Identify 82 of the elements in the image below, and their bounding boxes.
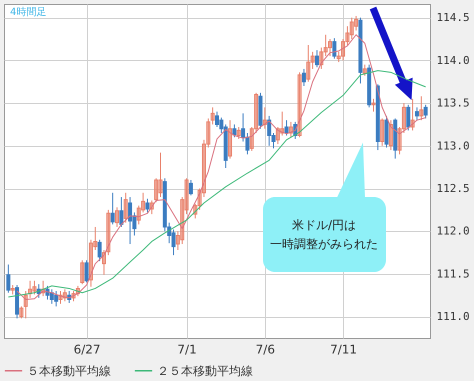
candlestick	[98, 239, 102, 262]
candlestick	[336, 51, 341, 63]
candlestick	[141, 192, 146, 213]
y-tick-label: 113.5	[436, 96, 470, 110]
annotation: 米ドル/円は	[292, 218, 356, 232]
candlestick	[228, 120, 232, 160]
candlestick	[306, 44, 310, 82]
candlestick	[128, 196, 132, 245]
candlestick	[10, 284, 15, 295]
y-tick-label: 112.0	[436, 224, 470, 238]
candlestick	[284, 120, 289, 136]
candlestick	[384, 115, 389, 148]
candlestick	[398, 126, 402, 155]
candlestick	[119, 196, 124, 228]
x-tick-label: 7/1	[177, 342, 197, 356]
candlestick	[19, 306, 24, 319]
y-tick-label: 111.5	[436, 267, 470, 280]
candlestick	[414, 106, 419, 121]
y-tick-label: 114.0	[436, 54, 470, 67]
candlestick	[236, 126, 241, 140]
candlestick	[350, 17, 354, 40]
candlestick	[341, 38, 346, 61]
candlestick	[188, 179, 193, 196]
candlestick	[50, 288, 54, 304]
candlestick	[354, 15, 358, 31]
candlestick	[362, 64, 367, 76]
candlestick	[84, 260, 89, 283]
candlestick	[210, 106, 215, 125]
candlestick	[202, 139, 206, 198]
candlestick	[298, 72, 302, 138]
candlestick	[241, 112, 246, 142]
legend-label: ５本移動平均線	[27, 364, 111, 378]
annotation: 一時調整がみられた	[270, 237, 378, 251]
x-tick-label: 7/11	[330, 342, 358, 356]
candlestick	[158, 152, 162, 198]
candlestick	[332, 38, 336, 60]
candlestick	[314, 50, 319, 68]
candlestick	[245, 132, 250, 155]
candlestick	[388, 120, 393, 151]
candlestick	[206, 118, 210, 148]
candlestick	[154, 178, 158, 203]
candlestick	[93, 226, 98, 251]
candlestick	[424, 104, 428, 119]
candlestick	[371, 98, 376, 112]
candlestick	[302, 68, 306, 87]
candlestick	[115, 206, 120, 228]
chart-title: 4時間足	[10, 6, 46, 18]
candlestick	[106, 209, 110, 256]
candlestick	[380, 118, 384, 146]
candlestick	[180, 196, 184, 245]
candlestick	[345, 26, 350, 46]
candlestick	[184, 178, 189, 215]
candlestick	[406, 104, 410, 131]
candlestick	[136, 205, 141, 225]
candlestick	[110, 192, 115, 225]
x-tick-label: 6/27	[74, 342, 101, 356]
candlestick	[80, 260, 84, 285]
candlestick	[6, 264, 10, 294]
y-tick-label: 112.5	[436, 182, 470, 196]
x-tick-label: 7/6	[256, 342, 275, 356]
y-tick-label: 113.0	[436, 139, 470, 152]
candlestick	[402, 102, 406, 134]
candlestick	[419, 96, 424, 121]
candlestick	[324, 34, 328, 57]
candlestick	[254, 92, 258, 134]
candlestick	[145, 198, 150, 213]
candlestick	[124, 192, 128, 224]
candlestick	[328, 38, 332, 57]
candlestick	[310, 51, 315, 70]
y-tick-label: 114.5	[436, 11, 470, 24]
candlestick	[88, 239, 93, 288]
candlestick	[24, 290, 28, 319]
candlestick	[232, 124, 236, 138]
candlestick	[250, 126, 254, 152]
candlestick	[176, 230, 180, 251]
y-tick-label: 111.0	[436, 310, 470, 324]
legend-label: ２５本移動平均線	[157, 364, 253, 378]
candlestick	[54, 290, 58, 307]
candlestick	[32, 280, 36, 295]
candlestick	[267, 115, 272, 146]
candlestick	[276, 126, 280, 145]
line-series	[8, 70, 426, 298]
